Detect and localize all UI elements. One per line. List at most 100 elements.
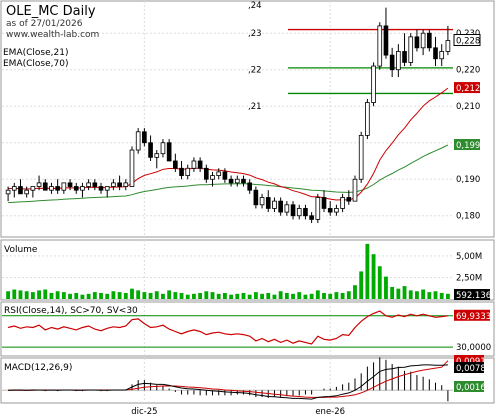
candle-body	[303, 208, 308, 217]
level-label: ,24	[248, 1, 262, 11]
rsi-pane-frame	[0, 301, 495, 357]
candle-body	[24, 189, 30, 195]
candle-body	[414, 36, 420, 49]
rsi-axis-label: 30,0000	[456, 343, 491, 353]
value-tag-ema21	[454, 82, 480, 94]
volume-bar	[55, 291, 60, 299]
price-plot	[5, 7, 453, 224]
volume-bar	[216, 293, 221, 299]
volume-bar	[291, 293, 295, 299]
volume-bar	[297, 292, 302, 299]
x-axis-label: ene-26	[315, 407, 345, 417]
candle-body	[296, 208, 302, 217]
value-tag-macd	[454, 355, 484, 366]
volume-bar	[30, 292, 35, 299]
value-tag-text: 69,9333	[456, 312, 491, 322]
candle-body	[253, 189, 259, 206]
macd-pane-frame	[0, 357, 495, 404]
price-axis-label: 0,190	[456, 175, 480, 185]
candle-body	[80, 186, 85, 191]
candle-body	[73, 186, 79, 191]
price-pane-frame	[0, 0, 495, 238]
candle-body	[191, 160, 197, 169]
candle-body	[173, 160, 178, 169]
candle-body	[216, 171, 222, 176]
volume-bar	[303, 294, 308, 299]
candle-body	[420, 32, 426, 49]
volume-bar	[154, 291, 159, 299]
volume-bar	[192, 293, 196, 299]
candle-body	[142, 131, 147, 144]
candle-body	[402, 51, 407, 63]
volume-title: Volume	[4, 245, 38, 255]
candle-body	[129, 149, 135, 187]
volume-bar	[148, 292, 153, 299]
candle-body	[228, 178, 234, 184]
volume-bar	[396, 288, 401, 299]
candle-body	[185, 167, 191, 176]
volume-axis-label: 5,00M	[456, 252, 482, 262]
candle-body	[55, 186, 60, 191]
price-axis-label: 0,210	[456, 102, 480, 112]
volume-bar	[173, 292, 178, 299]
level-label: ,23	[248, 29, 262, 39]
volume-bar	[334, 292, 339, 299]
level-label: ,22	[248, 66, 262, 76]
candle-body	[284, 204, 290, 213]
candle-body	[340, 197, 345, 209]
candle-body	[358, 135, 364, 180]
volume-bar	[260, 293, 264, 299]
volume-bar	[322, 292, 326, 299]
candle-body	[241, 178, 246, 184]
volume-bar	[222, 292, 227, 299]
volume-axis-label: 2,50M	[456, 273, 482, 283]
candle-body	[210, 175, 215, 180]
value-tag-macd	[454, 381, 484, 392]
volume-bar	[247, 294, 252, 299]
volume-bar	[353, 285, 357, 299]
volume-bar	[105, 293, 110, 299]
candle-body	[327, 208, 333, 213]
candle-body	[123, 182, 129, 187]
volume-bar	[43, 289, 48, 299]
candle-body	[117, 182, 122, 187]
volume-bar	[408, 290, 413, 299]
volume-bar	[37, 290, 41, 299]
volume-bar	[359, 271, 364, 299]
candle-body	[111, 182, 116, 187]
volume-bar	[117, 292, 122, 299]
candle-body	[42, 182, 48, 191]
volume-bar	[111, 291, 116, 299]
candle-body	[290, 204, 296, 217]
candle-body	[98, 186, 104, 191]
volume-bar	[445, 293, 450, 299]
volume-bar	[74, 292, 79, 299]
candle-body	[445, 40, 451, 52]
value-tag-text: 592.136	[456, 291, 491, 301]
candle-body	[426, 32, 432, 49]
volume-bar	[12, 289, 17, 299]
volume-bar	[309, 293, 314, 299]
candle-body	[272, 200, 277, 209]
volume-bar	[179, 292, 184, 299]
volume-bar	[266, 292, 271, 299]
candle-body	[346, 197, 352, 202]
candle-body	[309, 215, 314, 220]
x-axis-label: dic-25	[131, 407, 157, 417]
candle-body	[86, 182, 91, 187]
rsi-plot	[2, 310, 453, 348]
volume-pane-frame	[0, 239, 495, 301]
volume-plot	[6, 243, 450, 299]
candle-body	[408, 36, 414, 63]
candle-body	[166, 142, 172, 162]
value-tag-text: 0,212	[456, 84, 480, 94]
candle-body	[61, 182, 67, 191]
candle-body	[247, 182, 253, 191]
volume-bar	[6, 291, 11, 299]
value-tag-rsi	[454, 309, 490, 321]
value-tag-text: 0,228	[456, 37, 480, 47]
volume-bar	[278, 291, 283, 299]
volume-bar	[433, 291, 438, 299]
volume-bar	[315, 290, 320, 299]
rsi-title: RSI(Close,14), SC>70, SV<30	[4, 306, 138, 316]
